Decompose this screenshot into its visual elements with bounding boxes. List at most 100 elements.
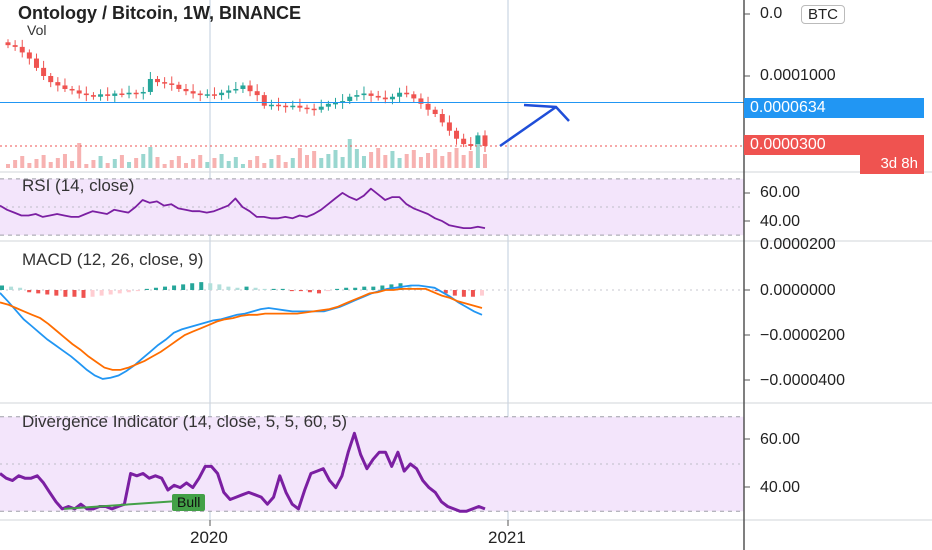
candle-body xyxy=(468,144,474,146)
candle-body xyxy=(375,95,381,98)
volume-bar xyxy=(233,157,238,168)
macd-histogram-bar xyxy=(434,290,439,292)
candle-body xyxy=(162,82,168,84)
macd-histogram-bar xyxy=(371,286,376,290)
volume-bar xyxy=(326,154,331,168)
macd-histogram-bar xyxy=(18,287,23,290)
macd-histogram-bar xyxy=(298,290,303,292)
volume-bar xyxy=(461,155,466,168)
candle-body xyxy=(439,114,445,123)
volume-bar xyxy=(55,158,60,168)
rsi-label-40: 40.00 xyxy=(760,213,801,230)
volume-bar xyxy=(240,164,245,168)
candle-body xyxy=(268,104,274,107)
volume-bar xyxy=(27,163,32,168)
candle-body xyxy=(475,135,481,146)
macd-histogram-bar xyxy=(45,290,50,295)
macd-histogram-bar xyxy=(380,285,385,290)
volume-bar xyxy=(361,156,366,168)
volume-bar xyxy=(176,156,181,168)
rsi-pane[interactable] xyxy=(0,178,744,236)
macd-histogram-bar xyxy=(307,290,312,293)
volume-bar xyxy=(205,162,210,168)
candle-body xyxy=(190,91,196,94)
volume-bar xyxy=(468,151,473,168)
rsi-title: RSI (14, close) xyxy=(22,176,135,195)
candle-body xyxy=(389,96,395,100)
macd-histogram-bar xyxy=(190,283,195,290)
candle-body xyxy=(147,78,153,92)
candle-body xyxy=(204,94,210,96)
volume-bar xyxy=(134,158,139,168)
candle-body xyxy=(69,88,75,91)
candle-body xyxy=(169,83,175,85)
candle-body xyxy=(126,92,132,95)
candle-body xyxy=(354,95,360,97)
macd-histogram-bar xyxy=(27,290,32,293)
candle-body xyxy=(83,93,89,96)
candle-body xyxy=(76,90,82,94)
candle-body xyxy=(425,103,431,110)
volume-bar xyxy=(283,162,288,168)
candle-body xyxy=(382,97,388,100)
candle-body xyxy=(240,85,246,89)
signal-line xyxy=(0,287,483,371)
macd-histogram-bar xyxy=(480,290,484,296)
macd-histogram-bar xyxy=(452,290,457,296)
rsi-label-60: 60.00 xyxy=(760,184,801,201)
volume-bar xyxy=(418,157,423,168)
macd-histogram-bar xyxy=(63,290,68,297)
volume-bar xyxy=(354,149,359,168)
candlestick-series xyxy=(5,39,488,152)
macd-histogram-bar xyxy=(280,288,285,290)
macd-histogram-bar xyxy=(289,290,294,292)
price-pane[interactable] xyxy=(0,39,744,168)
projection-arrow-shaft xyxy=(499,105,557,148)
volume-bar xyxy=(390,151,395,168)
candle-body xyxy=(219,92,225,96)
candle-body xyxy=(318,106,324,110)
macd-label-neg400: −0.0000400 xyxy=(760,372,845,389)
volume-bar xyxy=(155,157,160,168)
candle-body xyxy=(361,93,367,96)
volume-bar xyxy=(383,155,388,168)
volume-bar xyxy=(141,154,146,168)
candle-body xyxy=(98,94,104,97)
volume-bar xyxy=(98,156,103,168)
volume-bar xyxy=(340,157,345,168)
volume-bar xyxy=(162,164,167,168)
candle-body xyxy=(482,135,488,146)
rsi-line xyxy=(0,187,486,230)
macd-histogram-bar xyxy=(81,290,86,298)
macd-histogram-bar xyxy=(208,283,213,290)
candle-body xyxy=(233,88,239,91)
divergence-title: Divergence Indicator (14, close, 5, 5, 6… xyxy=(22,412,348,431)
candle-body xyxy=(55,82,61,86)
volume-bar xyxy=(48,162,53,168)
candle-body xyxy=(432,109,438,115)
macd-histogram-bar xyxy=(54,290,59,296)
volume-bar xyxy=(119,155,124,168)
candle-body xyxy=(211,94,217,96)
volume-bar xyxy=(440,156,445,168)
price-axis[interactable] xyxy=(209,0,750,550)
volume-bar xyxy=(411,150,416,168)
candle-body xyxy=(133,92,139,95)
currency-badge[interactable]: BTC xyxy=(801,5,845,24)
macd-pane[interactable] xyxy=(0,282,744,380)
candle-body xyxy=(418,98,424,104)
volume-bar xyxy=(305,155,310,168)
macd-histogram-bar xyxy=(108,290,113,295)
pane-separators[interactable] xyxy=(0,171,932,521)
volume-bar xyxy=(475,144,480,168)
divergence-pane[interactable] xyxy=(0,416,744,513)
macd-histogram-bar xyxy=(199,282,204,290)
candle-body xyxy=(112,93,118,96)
macd-histogram-bar xyxy=(344,287,349,290)
candle-body xyxy=(325,103,331,107)
macd-line xyxy=(0,284,483,380)
candle-body xyxy=(140,91,146,94)
price-label-0001: 0.0001000 xyxy=(760,67,836,84)
macd-histogram-bar xyxy=(362,286,367,290)
